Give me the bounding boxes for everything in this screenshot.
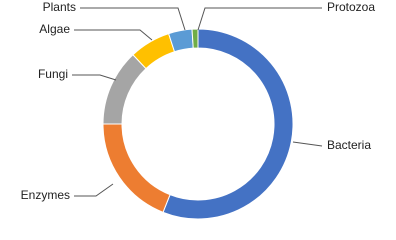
donut-slice [191,28,199,49]
slice-label: Plants [43,0,76,14]
leader-line [80,7,186,31]
leader-line [74,29,153,41]
slice-label: Fungi [38,67,68,81]
donut-slice [102,54,147,125]
leader-line [74,183,114,197]
leader-line [197,7,322,31]
leader-line [72,74,117,81]
donut-slice [102,123,171,213]
slice-label: Enzymes [21,188,70,202]
slice-label: Protozoa [327,0,375,14]
donut-slice [162,28,294,220]
slice-label: Algae [39,22,70,36]
slice-label: Bacteria [327,138,371,152]
leader-line [292,141,323,147]
chart: Bacteria Enzymes Fungi Algae Plants Protozoa [21,0,375,220]
